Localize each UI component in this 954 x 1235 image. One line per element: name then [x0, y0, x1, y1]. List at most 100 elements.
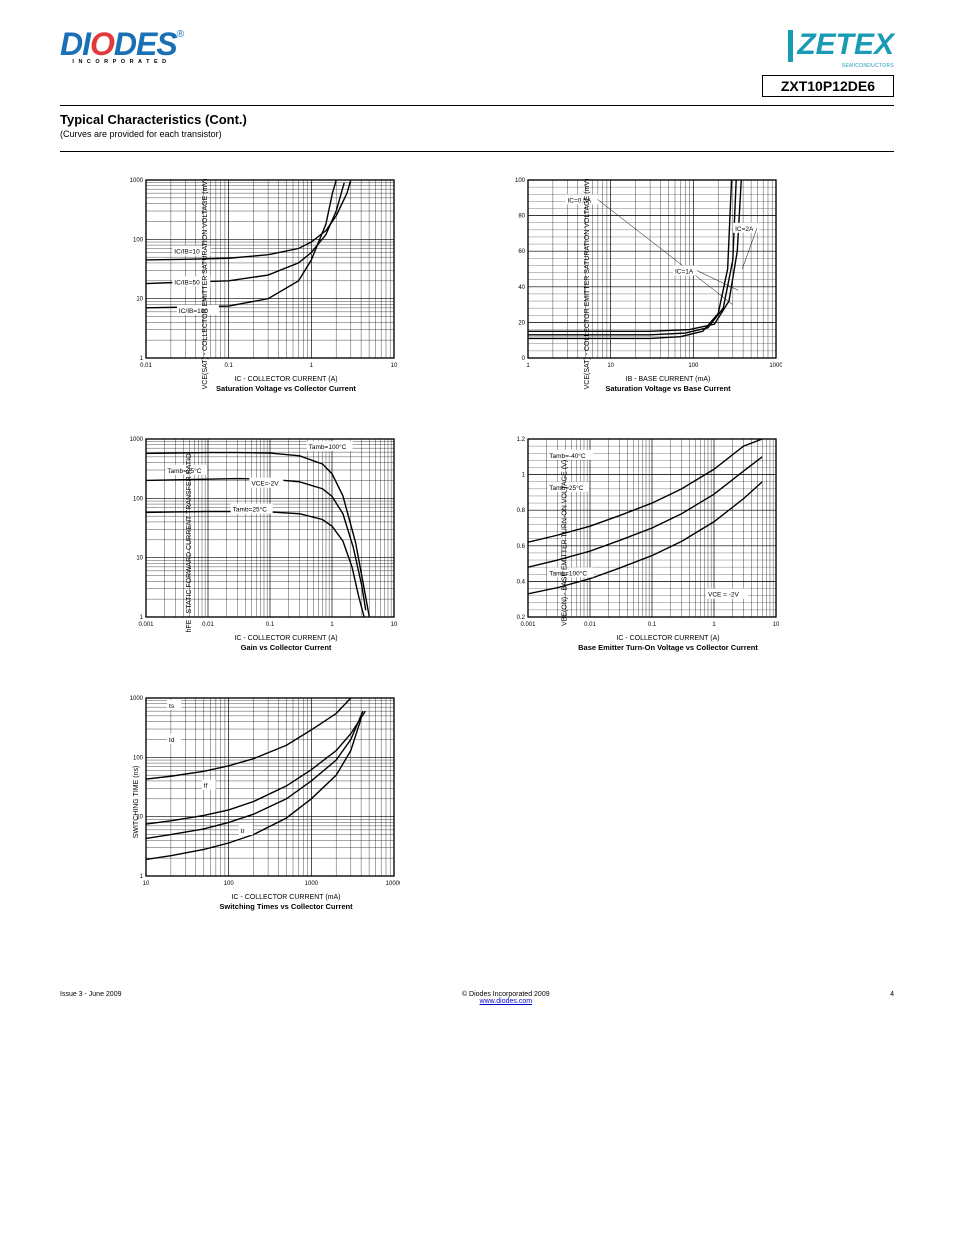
- svg-text:0: 0: [522, 356, 526, 362]
- svg-text:IC/IB=10: IC/IB=10: [174, 248, 200, 255]
- svg-text:100: 100: [133, 237, 144, 243]
- svg-text:100: 100: [515, 178, 526, 184]
- chart-2: 1101001000020406080100IC=0.5AIC=1AIC=2A: [502, 174, 782, 374]
- chart-3-cell: hFE - STATIC FORWARD CURRENT TRANSFER RA…: [120, 433, 452, 652]
- svg-text:100: 100: [133, 496, 144, 502]
- svg-text:1: 1: [140, 356, 144, 362]
- svg-text:100: 100: [688, 363, 699, 369]
- svg-text:0.8: 0.8: [517, 508, 526, 514]
- svg-text:1000: 1000: [769, 363, 782, 369]
- svg-text:1: 1: [140, 874, 144, 880]
- svg-text:IC/IB=50: IC/IB=50: [174, 280, 200, 287]
- chart-1-ylabel: VCE(SAT) - COLLECTOR EMITTER SATURATION …: [202, 178, 209, 389]
- section-subtitle: (Curves are provided for each transistor…: [60, 129, 894, 139]
- chart-4-ylabel: VBE(ON) - BASE EMITTER TURN-ON VOLTAGE (…: [562, 459, 569, 625]
- page-footer: Issue 3 - June 2009 © Diodes Incorporate…: [60, 991, 894, 1005]
- zetex-logo-sub: SEMICONDUCTORS: [842, 63, 894, 69]
- svg-text:1: 1: [330, 622, 334, 628]
- chart-2-ylabel: VCE(SAT) - COLLECTOR EMITTER SATURATION …: [584, 178, 591, 389]
- diodes-logo-text: DIODES®: [60, 30, 183, 59]
- svg-text:1: 1: [526, 363, 530, 369]
- chart-5: 101001000100001101001000tstdtftr: [120, 692, 400, 892]
- svg-text:60: 60: [518, 249, 525, 255]
- svg-text:80: 80: [518, 214, 525, 220]
- svg-text:tf: tf: [204, 783, 208, 790]
- svg-text:Tamb=-40°C: Tamb=-40°C: [549, 452, 586, 460]
- chart-4-title: Base Emitter Turn-On Voltage vs Collecto…: [502, 643, 834, 652]
- header-right: ZETEX SEMICONDUCTORS ZXT10P12DE6: [762, 30, 894, 97]
- svg-text:10: 10: [607, 363, 614, 369]
- chart-4: 0.001 0.01 0.1 1 10 0.2 0.4 0.6 0.8 1 1.2 Tamb=-40°…: [502, 433, 782, 633]
- svg-text:0.01: 0.01: [202, 622, 214, 628]
- chart-1-xlabel: IC - COLLECTOR CURRENT (A): [120, 376, 452, 383]
- zetex-logo: ZETEX: [788, 30, 894, 62]
- diodes-logo: DIODES® INCORPORATED: [60, 30, 183, 65]
- svg-text:0.01: 0.01: [584, 622, 596, 628]
- chart-1-title: Saturation Voltage vs Collector Current: [120, 384, 452, 393]
- svg-text:VCE = -2V: VCE = -2V: [708, 592, 740, 599]
- svg-text:Tamb=25°C: Tamb=25°C: [167, 467, 202, 475]
- zetex-logo-text: ZETEX: [797, 30, 894, 60]
- svg-text:IC=2A: IC=2A: [735, 226, 754, 233]
- diodes-logo-sub: INCORPORATED: [72, 59, 170, 65]
- svg-text:10: 10: [136, 556, 143, 562]
- footer-left: Issue 3 - June 2009: [60, 991, 122, 1005]
- svg-text:1: 1: [522, 473, 526, 479]
- svg-text:1000: 1000: [130, 178, 144, 184]
- chart-5-ylabel: SWITCHING TIME (ns): [133, 765, 140, 838]
- svg-text:1.2: 1.2: [517, 437, 526, 443]
- footer-center: © Diodes Incorporated 2009 www.diodes.co…: [122, 991, 891, 1005]
- svg-text:VCE=-2V: VCE=-2V: [251, 481, 279, 488]
- svg-text:0.1: 0.1: [224, 363, 233, 369]
- svg-text:1: 1: [140, 615, 144, 621]
- svg-text:1000: 1000: [130, 696, 144, 702]
- chart-3-ylabel: hFE - STATIC FORWARD CURRENT TRANSFER RA…: [186, 453, 193, 632]
- svg-text:0.4: 0.4: [517, 579, 526, 585]
- chart-2-xlabel: IB - BASE CURRENT (mA): [502, 376, 834, 383]
- chart-2-cell: VCE(SAT) - COLLECTOR EMITTER SATURATION …: [502, 174, 834, 393]
- svg-text:100: 100: [133, 755, 144, 761]
- chart-4-xlabel: IC - COLLECTOR CURRENT (A): [502, 635, 834, 642]
- svg-text:10: 10: [391, 622, 398, 628]
- svg-text:10: 10: [773, 622, 780, 628]
- svg-text:1000: 1000: [305, 881, 319, 887]
- svg-text:10: 10: [136, 297, 143, 303]
- chart-5-title: Switching Times vs Collector Current: [120, 902, 452, 911]
- svg-text:0.2: 0.2: [517, 615, 526, 621]
- page-header: DIODES® INCORPORATED ZETEX SEMICONDUCTOR…: [60, 30, 894, 97]
- svg-text:td: td: [169, 737, 175, 744]
- svg-text:Tamb=25°C: Tamb=25°C: [233, 506, 268, 514]
- svg-text:1: 1: [310, 363, 314, 369]
- svg-text:0.001: 0.001: [138, 622, 154, 628]
- rule-bottom: [60, 151, 894, 152]
- chart-3: 0.001 0.01 0.1 1 10 1 10 100 1000 Tamb=100°C Tamb=…: [120, 433, 400, 633]
- footer-link[interactable]: www.diodes.com: [480, 998, 533, 1005]
- chart-5-cell: SWITCHING TIME (ns) 10100100010000110100…: [120, 692, 452, 911]
- svg-text:1000: 1000: [130, 437, 144, 443]
- chart-1-cell: VCE(SAT) - COLLECTOR EMITTER SATURATION …: [120, 174, 452, 393]
- chart-2-title: Saturation Voltage vs Base Current: [502, 384, 834, 393]
- svg-text:10: 10: [143, 881, 150, 887]
- chart-5-xlabel: IC - COLLECTOR CURRENT (mA): [120, 894, 452, 901]
- section-title: Typical Characteristics (Cont.): [60, 112, 894, 127]
- chart-3-xlabel: IC - COLLECTOR CURRENT (A): [120, 635, 452, 642]
- charts-grid: VCE(SAT) - COLLECTOR EMITTER SATURATION …: [60, 174, 894, 911]
- svg-text:IC=1A: IC=1A: [675, 269, 694, 276]
- svg-text:20: 20: [518, 320, 525, 326]
- chart-3-title: Gain vs Collector Current: [120, 643, 452, 652]
- svg-text:0.1: 0.1: [266, 622, 275, 628]
- zetex-logo-bar: [788, 30, 793, 62]
- chart-4-cell: VBE(ON) - BASE EMITTER TURN-ON VOLTAGE (…: [502, 433, 834, 652]
- svg-text:10: 10: [391, 363, 398, 369]
- rule-top: [60, 105, 894, 106]
- svg-text:Tamb=100°C: Tamb=100°C: [309, 443, 347, 451]
- footer-page-number: 4: [890, 991, 894, 1005]
- svg-text:10000: 10000: [386, 881, 400, 887]
- svg-text:40: 40: [518, 285, 525, 291]
- svg-text:0.6: 0.6: [517, 544, 526, 550]
- svg-text:0.001: 0.001: [520, 622, 536, 628]
- svg-text:ts: ts: [169, 703, 175, 710]
- footer-copyright: © Diodes Incorporated 2009: [462, 991, 550, 998]
- svg-text:1: 1: [712, 622, 716, 628]
- svg-text:0.1: 0.1: [648, 622, 657, 628]
